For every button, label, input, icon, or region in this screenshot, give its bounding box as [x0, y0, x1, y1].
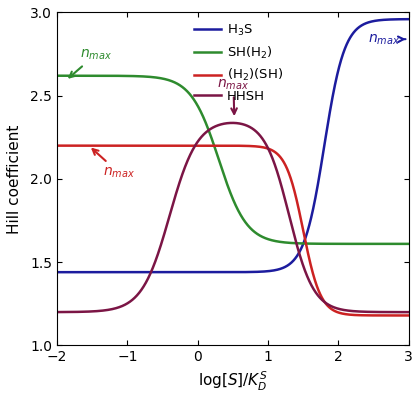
SH(H$_2$) — [399, 242, 404, 246]
Line: SH(H$_2$): SH(H$_2$) — [57, 76, 409, 244]
HHSH — [230, 120, 235, 125]
(H$_2$)(SH) — [116, 143, 121, 148]
H$_3$S — [189, 270, 194, 274]
H$_3$S — [205, 270, 210, 274]
HHSH — [362, 309, 367, 314]
H$_3$S — [399, 17, 404, 22]
Y-axis label: Hill coefficient: Hill coefficient — [7, 124, 22, 234]
Text: $n_{max}$: $n_{max}$ — [368, 32, 406, 47]
HHSH — [399, 310, 404, 314]
(H$_2$)(SH) — [205, 143, 210, 148]
HHSH — [189, 149, 194, 154]
Legend: H$_3$S, SH(H$_2$), (H$_2$)(SH), HHSH: H$_3$S, SH(H$_2$), (H$_2$)(SH), HHSH — [190, 19, 287, 107]
(H$_2$)(SH) — [406, 313, 411, 318]
Text: $n_{max}$: $n_{max}$ — [92, 149, 135, 180]
HHSH — [116, 305, 121, 310]
(H$_2$)(SH) — [361, 313, 366, 318]
HHSH — [94, 309, 100, 314]
H$_3$S — [406, 17, 411, 22]
SH(H$_2$) — [116, 74, 121, 78]
Line: H$_3$S: H$_3$S — [57, 19, 409, 272]
H$_3$S — [361, 22, 366, 26]
HHSH — [205, 129, 210, 134]
HHSH — [55, 310, 60, 314]
X-axis label: log$[S]/K_D^S$: log$[S]/K_D^S$ — [198, 370, 268, 393]
(H$_2$)(SH) — [94, 143, 100, 148]
SH(H$_2$) — [189, 94, 194, 99]
SH(H$_2$) — [406, 242, 411, 246]
(H$_2$)(SH) — [55, 143, 60, 148]
Line: (H$_2$)(SH): (H$_2$)(SH) — [57, 146, 409, 316]
Text: $n_{max}$: $n_{max}$ — [218, 77, 249, 114]
HHSH — [406, 310, 411, 314]
H$_3$S — [94, 270, 100, 274]
H$_3$S — [116, 270, 121, 274]
SH(H$_2$) — [205, 124, 210, 129]
Text: $n_{max}$: $n_{max}$ — [69, 47, 112, 77]
Line: HHSH: HHSH — [57, 123, 409, 312]
SH(H$_2$) — [94, 73, 100, 78]
H$_3$S — [55, 270, 60, 274]
SH(H$_2$) — [55, 73, 60, 78]
(H$_2$)(SH) — [399, 313, 404, 318]
SH(H$_2$) — [361, 242, 366, 246]
(H$_2$)(SH) — [189, 143, 194, 148]
